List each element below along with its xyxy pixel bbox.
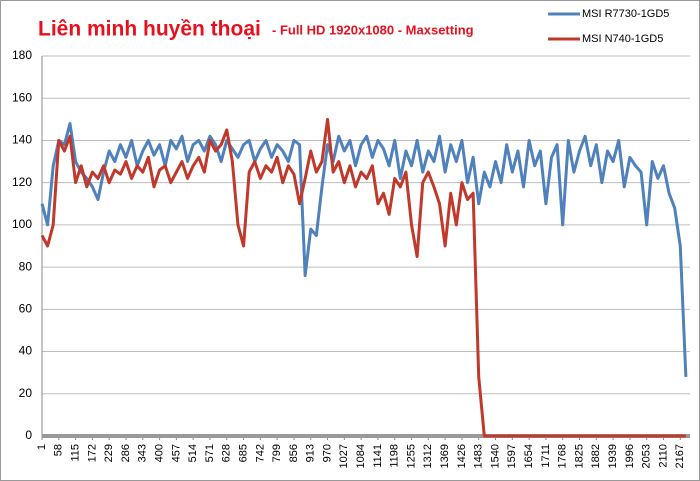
x-tick-label: 970 xyxy=(321,444,333,462)
x-tick-label: 1369 xyxy=(439,444,451,468)
x-tick-label: 1 xyxy=(36,444,48,450)
x-tick-label: 742 xyxy=(254,444,266,462)
x-tick-label: 685 xyxy=(237,444,249,462)
y-tick-label: 140 xyxy=(12,133,32,147)
x-tick-label: 571 xyxy=(204,444,216,462)
x-tick-label: 1027 xyxy=(338,444,350,468)
x-tick-label: 1255 xyxy=(405,444,417,468)
x-tick-label: 2110 xyxy=(657,444,669,468)
chart-subtitle: - Full HD 1920x1080 - Maxsetting xyxy=(272,22,474,37)
x-tick-label: 799 xyxy=(271,444,283,462)
x-tick-label: 286 xyxy=(120,444,132,462)
x-tick-label: 628 xyxy=(221,444,233,462)
y-tick-label: 40 xyxy=(19,344,33,358)
y-tick-label: 60 xyxy=(19,302,33,316)
x-tick-label: 856 xyxy=(288,444,300,462)
x-tick-label: 1312 xyxy=(422,444,434,468)
x-tick-label: 1882 xyxy=(590,444,602,468)
x-tick-label: 1939 xyxy=(607,444,619,468)
x-tick-label: 913 xyxy=(305,444,317,462)
y-tick-label: 80 xyxy=(19,259,33,273)
x-tick-label: 115 xyxy=(69,444,81,462)
x-tick-label: 2053 xyxy=(641,444,653,468)
x-tick-label: 229 xyxy=(103,444,115,462)
chart-title: Liên minh huyền thoại xyxy=(38,18,261,41)
x-tick-label: 1768 xyxy=(557,444,569,468)
x-tick-label: 1483 xyxy=(473,444,485,468)
legend-label: MSI R7730-1GD5 xyxy=(582,8,669,20)
legend-label: MSI N740-1GD5 xyxy=(582,33,663,45)
y-tick-label: 120 xyxy=(12,175,32,189)
x-tick-label: 1597 xyxy=(506,444,518,468)
y-tick-label: 180 xyxy=(12,48,32,62)
x-tick-label: 1084 xyxy=(355,444,367,468)
series-line xyxy=(40,117,686,438)
x-tick-label: 343 xyxy=(137,444,149,462)
x-tick-label: 1654 xyxy=(523,444,535,468)
x-tick-label: 58 xyxy=(53,444,65,456)
x-tick-label: 1825 xyxy=(573,444,585,468)
y-tick-label: 160 xyxy=(12,90,32,104)
y-tick-label: 20 xyxy=(19,386,33,400)
x-tick-label: 1996 xyxy=(624,444,636,468)
x-tick-label: 400 xyxy=(153,444,165,462)
x-tick-label: 1540 xyxy=(489,444,501,468)
x-tick-label: 2167 xyxy=(674,444,686,468)
series-line xyxy=(40,122,688,377)
x-tick-label: 514 xyxy=(187,444,199,462)
x-tick-label: 457 xyxy=(170,444,182,462)
x-tick-label: 1141 xyxy=(372,444,384,468)
x-tick-label: 172 xyxy=(86,444,98,462)
x-tick-label: 1198 xyxy=(389,444,401,468)
x-tick-label: 1711 xyxy=(540,444,552,468)
y-tick-label: 100 xyxy=(12,217,32,231)
x-tick-label: 1426 xyxy=(456,444,468,468)
y-tick-label: 0 xyxy=(25,428,32,442)
